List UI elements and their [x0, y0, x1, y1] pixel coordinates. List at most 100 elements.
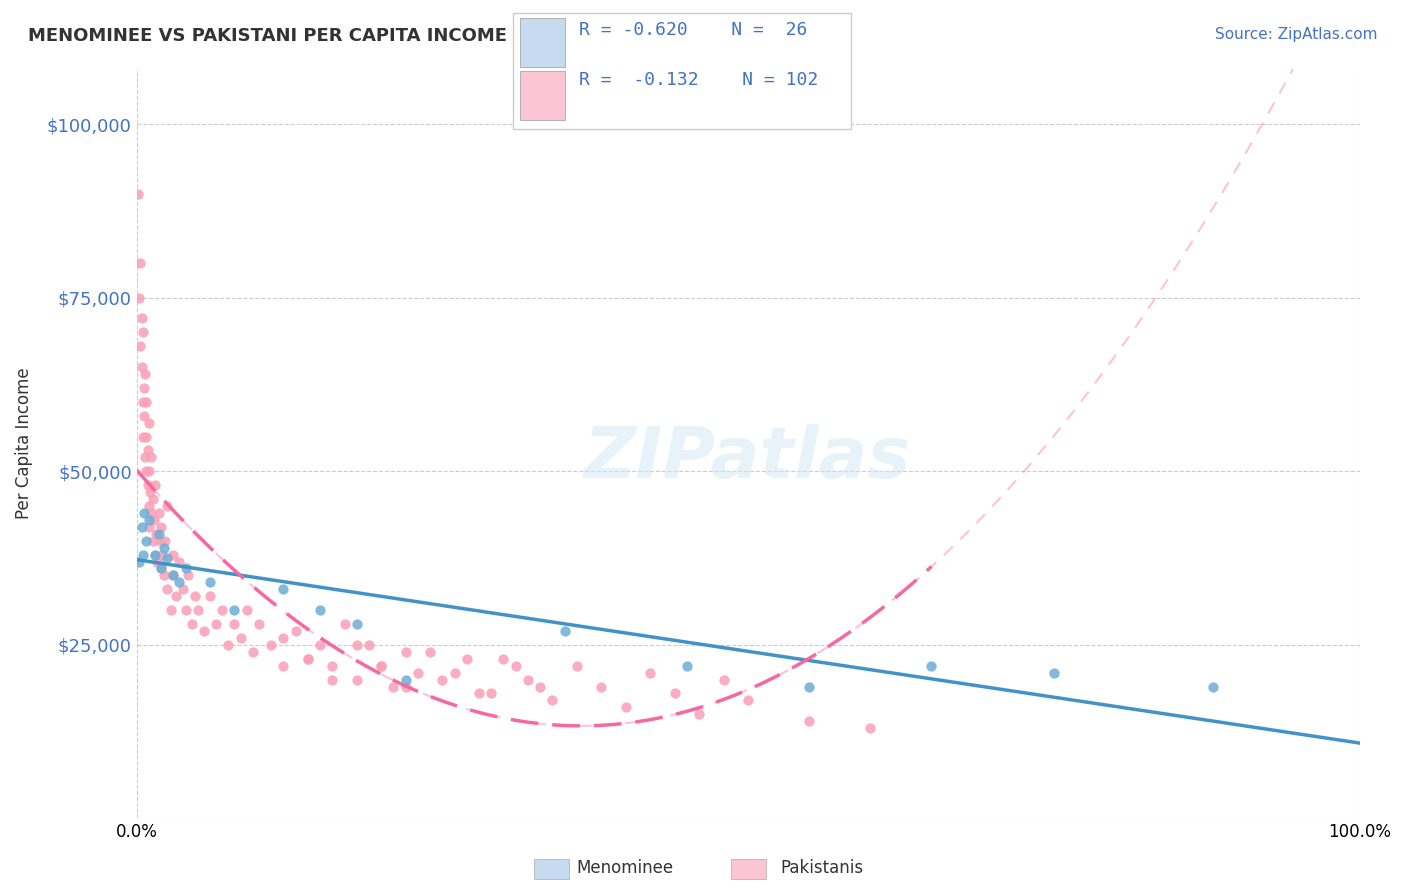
Point: [273, 631, 295, 645]
Point: [143, 478, 166, 492]
Point: [135, 394, 157, 409]
Point: [131, 520, 153, 534]
Point: [346, 617, 368, 632]
Point: [169, 575, 191, 590]
Point: [184, 589, 207, 603]
Point: [479, 686, 502, 700]
Point: [150, 548, 173, 562]
Point: [554, 624, 576, 638]
Text: Menominee: Menominee: [576, 859, 673, 877]
Point: [180, 617, 202, 632]
Point: [142, 513, 165, 527]
Point: [138, 464, 160, 478]
Point: [135, 429, 157, 443]
Point: [247, 617, 270, 632]
Point: [419, 645, 441, 659]
Point: [165, 589, 187, 603]
Point: [132, 326, 155, 340]
Point: [456, 652, 478, 666]
Point: [297, 652, 319, 666]
Point: [713, 673, 735, 687]
Point: [141, 506, 163, 520]
Point: [468, 686, 491, 700]
Point: [162, 568, 184, 582]
Point: [443, 665, 465, 680]
Point: [143, 548, 166, 562]
Point: [565, 658, 588, 673]
Point: [139, 485, 162, 500]
Point: [638, 665, 661, 680]
Point: [395, 680, 418, 694]
Point: [211, 603, 233, 617]
Text: Source: ZipAtlas.com: Source: ZipAtlas.com: [1215, 27, 1378, 42]
Point: [129, 339, 152, 353]
Point: [737, 693, 759, 707]
Point: [346, 638, 368, 652]
Point: [169, 555, 191, 569]
Point: [309, 603, 332, 617]
Point: [127, 186, 149, 201]
Text: ZIPatlas: ZIPatlas: [585, 424, 911, 493]
Point: [132, 506, 155, 520]
Point: [541, 693, 564, 707]
Point: [141, 450, 163, 465]
Point: [136, 478, 159, 492]
Point: [370, 658, 392, 673]
Point: [134, 450, 156, 465]
Point: [148, 506, 170, 520]
Point: [406, 665, 429, 680]
Point: [187, 603, 209, 617]
Point: [138, 513, 160, 527]
Point: [160, 603, 183, 617]
Point: [129, 256, 152, 270]
Point: [370, 658, 392, 673]
Point: [153, 533, 176, 548]
Point: [152, 541, 174, 555]
Point: [242, 645, 264, 659]
Point: [284, 624, 307, 638]
Point: [156, 582, 179, 597]
Point: [273, 582, 295, 597]
Point: [859, 721, 882, 735]
Point: [297, 652, 319, 666]
Point: [205, 617, 228, 632]
Point: [138, 520, 160, 534]
Point: [150, 561, 173, 575]
Point: [664, 686, 686, 700]
Point: [432, 673, 454, 687]
Point: [357, 638, 380, 652]
Point: [152, 568, 174, 582]
Point: [143, 548, 166, 562]
Point: [217, 638, 239, 652]
Text: R =  -0.132    N = 102: R = -0.132 N = 102: [579, 71, 818, 89]
Point: [676, 658, 699, 673]
Point: [138, 499, 160, 513]
Point: [174, 561, 197, 575]
Point: [131, 311, 153, 326]
Point: [138, 416, 160, 430]
Point: [172, 582, 194, 597]
Point: [156, 499, 179, 513]
Point: [128, 291, 150, 305]
Point: [128, 555, 150, 569]
Point: [395, 673, 418, 687]
Point: [198, 589, 221, 603]
Point: [529, 680, 551, 694]
Point: [193, 624, 215, 638]
Point: [591, 680, 613, 694]
Y-axis label: Per Capita Income: Per Capita Income: [15, 368, 32, 519]
Point: [134, 367, 156, 381]
Point: [921, 658, 943, 673]
Point: [150, 520, 173, 534]
Point: [688, 707, 710, 722]
Point: [321, 673, 343, 687]
Point: [145, 526, 167, 541]
Point: [162, 548, 184, 562]
Point: [132, 548, 155, 562]
Point: [492, 652, 515, 666]
Point: [148, 526, 170, 541]
Point: [382, 680, 405, 694]
Point: [141, 491, 163, 506]
Point: [136, 443, 159, 458]
Point: [235, 603, 257, 617]
